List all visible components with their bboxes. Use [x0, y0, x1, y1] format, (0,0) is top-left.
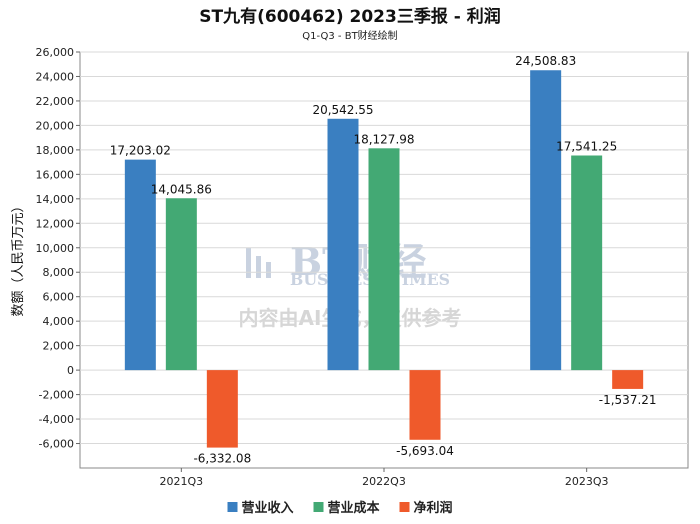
legend: 营业收入 营业成本 净利润	[227, 500, 453, 516]
bar-2023Q3-营业成本	[571, 155, 603, 371]
y-tick-label: 6,000	[43, 291, 75, 304]
y-tick-label: 24,000	[36, 70, 75, 83]
bar-2022Q3-营业收入	[327, 118, 359, 371]
y-tick-label: 0	[67, 364, 74, 377]
y-tick-label: 16,000	[36, 168, 75, 181]
bar-2021Q3-净利润	[206, 370, 238, 448]
y-tick-label: 8,000	[43, 266, 75, 279]
legend-swatch-营业收入	[227, 502, 238, 512]
watermark-logo-bar	[246, 248, 251, 278]
legend-label: 营业收入	[242, 500, 294, 516]
y-tick-label: 14,000	[36, 193, 75, 206]
chart-subtitle: Q1-Q3 - BT财经绘制	[302, 29, 397, 42]
watermark-logo-bar	[266, 262, 271, 278]
bar-2022Q3-营业成本	[368, 148, 400, 371]
data-label: 17,541.25	[556, 139, 617, 153]
y-tick-label: 2,000	[43, 340, 75, 353]
data-label: 17,203.02	[110, 144, 171, 158]
legend-swatch-净利润	[399, 502, 410, 512]
data-label: -1,537.21	[599, 393, 657, 407]
legend-label: 净利润	[414, 500, 453, 516]
bar-2023Q3-营业收入	[530, 70, 562, 371]
bar-2021Q3-营业成本	[165, 198, 197, 371]
y-tick-label: -6,000	[39, 438, 74, 451]
bar-2021Q3-营业收入	[124, 159, 156, 371]
data-label: -6,332.08	[193, 452, 251, 466]
bar-2023Q3-净利润	[612, 370, 644, 389]
watermark-logo-bar	[256, 256, 261, 278]
data-label: 18,127.98	[353, 132, 414, 146]
y-tick-label: 22,000	[36, 95, 75, 108]
chart-title: ST九有(600462) 2023三季报 - 利润	[199, 6, 500, 27]
x-tick-label: 2023Q3	[565, 475, 609, 488]
y-axis-label: 数额（人民币万元）	[11, 199, 26, 316]
legend-swatch-营业成本	[313, 502, 324, 512]
data-label: 24,508.83	[515, 54, 576, 68]
bar-2022Q3-净利润	[409, 370, 441, 440]
y-tick-label: 20,000	[36, 119, 75, 132]
data-label: 20,542.55	[312, 103, 373, 117]
y-tick-label: 4,000	[43, 315, 75, 328]
data-label: 14,045.86	[151, 182, 212, 196]
y-tick-label: -4,000	[39, 413, 74, 426]
y-tick-label: -2,000	[39, 389, 74, 402]
plot-area: 26,000 24,000 22,000 20,000 18,000 16,000 14,0…	[36, 46, 689, 488]
y-tick-label: 12,000	[36, 217, 75, 230]
y-tick-label: 26,000	[36, 46, 75, 59]
x-tick-label: 2021Q3	[160, 475, 204, 488]
y-tick-label: 18,000	[36, 144, 75, 157]
data-label: -5,693.04	[396, 444, 454, 458]
y-tick-label: 10,000	[36, 242, 75, 255]
x-tick-label: 2022Q3	[362, 475, 406, 488]
legend-label: 营业成本	[328, 500, 380, 516]
